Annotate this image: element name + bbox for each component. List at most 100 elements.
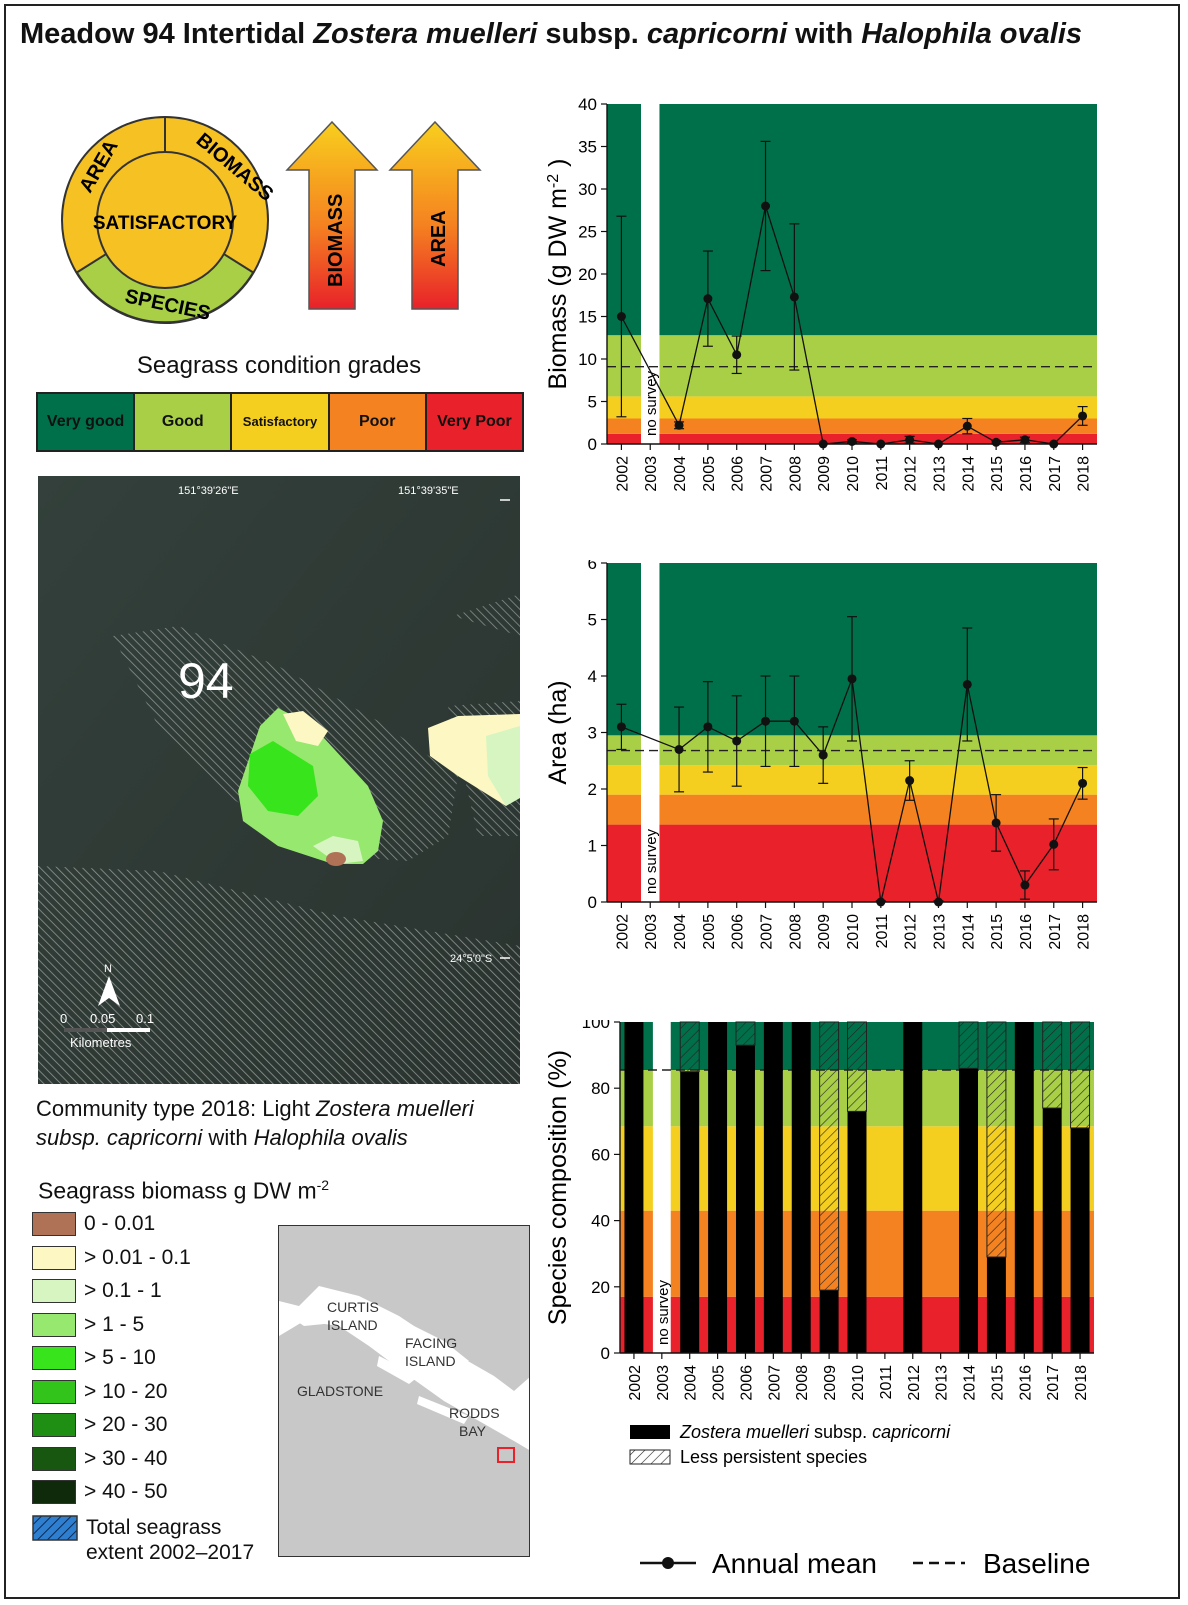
data-point — [761, 201, 771, 211]
locator-map: CURTIS ISLAND FACING ISLAND GLADSTONE RO… — [278, 1225, 530, 1557]
series-line — [678, 298, 709, 426]
data-point — [1049, 839, 1059, 849]
bar-zostera — [959, 1068, 979, 1353]
legend-swatch — [32, 1312, 76, 1337]
series-line — [996, 439, 1025, 443]
biomass-legend-item: > 30 - 40 — [32, 1444, 167, 1474]
legend-label: > 0.1 - 1 — [84, 1279, 162, 1302]
data-point — [905, 435, 915, 445]
bar-other-species — [1070, 1021, 1091, 1129]
lon-label-1: 151°39'26"E — [178, 485, 239, 497]
x-tick-label: 2007 — [759, 914, 776, 950]
legend-swatch — [32, 1480, 76, 1504]
svg-text:0.05: 0.05 — [90, 1011, 115, 1026]
x-tick-label: 2003 — [655, 1365, 672, 1401]
series-line — [621, 726, 680, 751]
series-line — [678, 726, 709, 750]
x-tick-label: 2017 — [1045, 1365, 1062, 1401]
locator-label-facing: FACING — [405, 1335, 457, 1351]
biomass-legend-item: 0 - 0.01 — [32, 1209, 155, 1239]
series-line — [938, 425, 968, 445]
x-tick-label: 2010 — [845, 914, 862, 950]
grade-band — [607, 335, 1097, 397]
legend-label-other: Less persistent species — [680, 1447, 867, 1467]
biomass-trend-arrow: BIOMASS — [285, 120, 379, 310]
series-legend: Annual mean Baseline — [640, 1548, 1090, 1579]
svg-text:ISLAND: ISLAND — [405, 1353, 456, 1369]
legend-label: > 1 - 5 — [84, 1312, 145, 1336]
patch-0-001 — [326, 852, 346, 866]
data-point — [732, 350, 742, 360]
bar-other-species — [735, 1021, 756, 1046]
svg-text:0: 0 — [60, 1011, 67, 1026]
legend-swatch — [32, 1279, 76, 1303]
y-tick-label: 0 — [588, 435, 597, 454]
x-tick-label: 2014 — [960, 914, 977, 950]
bar-zostera — [680, 1071, 700, 1353]
bar-other-species — [847, 1021, 867, 1112]
no-survey-gap — [652, 1020, 671, 1353]
north-arrow: N — [98, 963, 120, 1006]
series-line — [1024, 843, 1055, 886]
x-tick-label: 2012 — [903, 456, 920, 492]
y-tick-label: 35 — [578, 138, 597, 157]
x-tick-label: 2003 — [643, 914, 660, 950]
x-tick-label: 2002 — [614, 914, 631, 950]
data-point — [1020, 880, 1030, 890]
y-tick-label: 6 — [588, 560, 597, 573]
data-point — [616, 312, 626, 321]
scale-bar: 0 0.05 0.1 Kilometres — [60, 1011, 154, 1050]
x-tick-label: 2009 — [822, 1365, 839, 1401]
bar-zostera — [1070, 1127, 1090, 1353]
y-axis-label: Biomass (g DW m-2 ) — [544, 159, 572, 390]
data-point — [962, 679, 972, 689]
x-tick-label: 2013 — [934, 1365, 951, 1401]
svg-text:0.1: 0.1 — [136, 1011, 154, 1026]
species-chart: no survey 0 20 40 60 80 100 2002 2003 2004 2005 200… — [544, 1020, 1094, 1467]
condition-summary: SATISFACTORY AREA BIOMASS SPECIES BIOMAS… — [61, 116, 482, 325]
grades-bar: Very good Good Satisfactory Poor Very Po… — [36, 392, 524, 452]
data-point — [1020, 435, 1030, 445]
x-tick-label: 2014 — [962, 1365, 979, 1401]
x-tick-label: 2018 — [1076, 914, 1093, 950]
legend-swatch — [32, 1245, 76, 1270]
series-line — [1053, 783, 1084, 845]
biomass-legend-item: > 5 - 10 — [32, 1343, 156, 1373]
grades-title: Seagrass condition grades — [136, 352, 422, 379]
y-axis-label: Area (ha) — [544, 680, 572, 784]
series-line — [620, 316, 680, 426]
svg-text:ISLAND: ISLAND — [327, 1317, 378, 1333]
x-tick-label: 2006 — [730, 914, 747, 950]
meadow-map: 94 151°39'26"E 151°39'35"E 24°5'0"S N 0 … — [38, 476, 520, 1084]
legend-label: > 10 - 20 — [84, 1379, 168, 1403]
biomass-chart: no survey 0 5 10 15 20 25 30 35 40 2002 2003 2004 200… — [544, 95, 1097, 492]
x-tick-label: 2009 — [816, 914, 833, 950]
series-line — [736, 205, 767, 355]
x-tick-label: 2004 — [683, 1365, 700, 1401]
locator-box — [497, 1447, 515, 1463]
x-tick-label: 2007 — [759, 456, 776, 492]
data-point — [962, 421, 972, 431]
extent-legend-item: Total seagrass extent 2002–2017 — [32, 1515, 254, 1564]
bar-zostera — [847, 1111, 867, 1353]
x-tick-label: 2013 — [931, 914, 948, 950]
y-tick-label: 30 — [578, 180, 597, 199]
x-tick-label: 2011 — [874, 456, 891, 491]
legend-label: > 20 - 30 — [84, 1413, 168, 1436]
grade-very-good: Very good — [38, 394, 136, 450]
legend-label: > 40 - 50 — [84, 1480, 168, 1503]
bar-zostera — [903, 1022, 923, 1353]
data-point — [1078, 778, 1088, 788]
area-chart: no survey 0 1 2 3 4 5 6 2002 2003 2004 2005 2006 2007… — [544, 560, 1097, 950]
grade-band — [607, 824, 1097, 902]
y-tick-label: 25 — [578, 223, 597, 242]
y-tick-label: 40 — [591, 1212, 610, 1231]
biomass-legend-item: > 10 - 20 — [32, 1377, 167, 1407]
y-tick-label: 5 — [588, 393, 597, 412]
grade-band — [607, 396, 1097, 419]
y-tick-label: 10 — [578, 350, 597, 369]
bar-zostera — [624, 1022, 644, 1353]
bar-other-species — [1042, 1021, 1063, 1109]
legend-label: > 30 - 40 — [84, 1446, 168, 1470]
no-survey-gap — [641, 102, 660, 444]
